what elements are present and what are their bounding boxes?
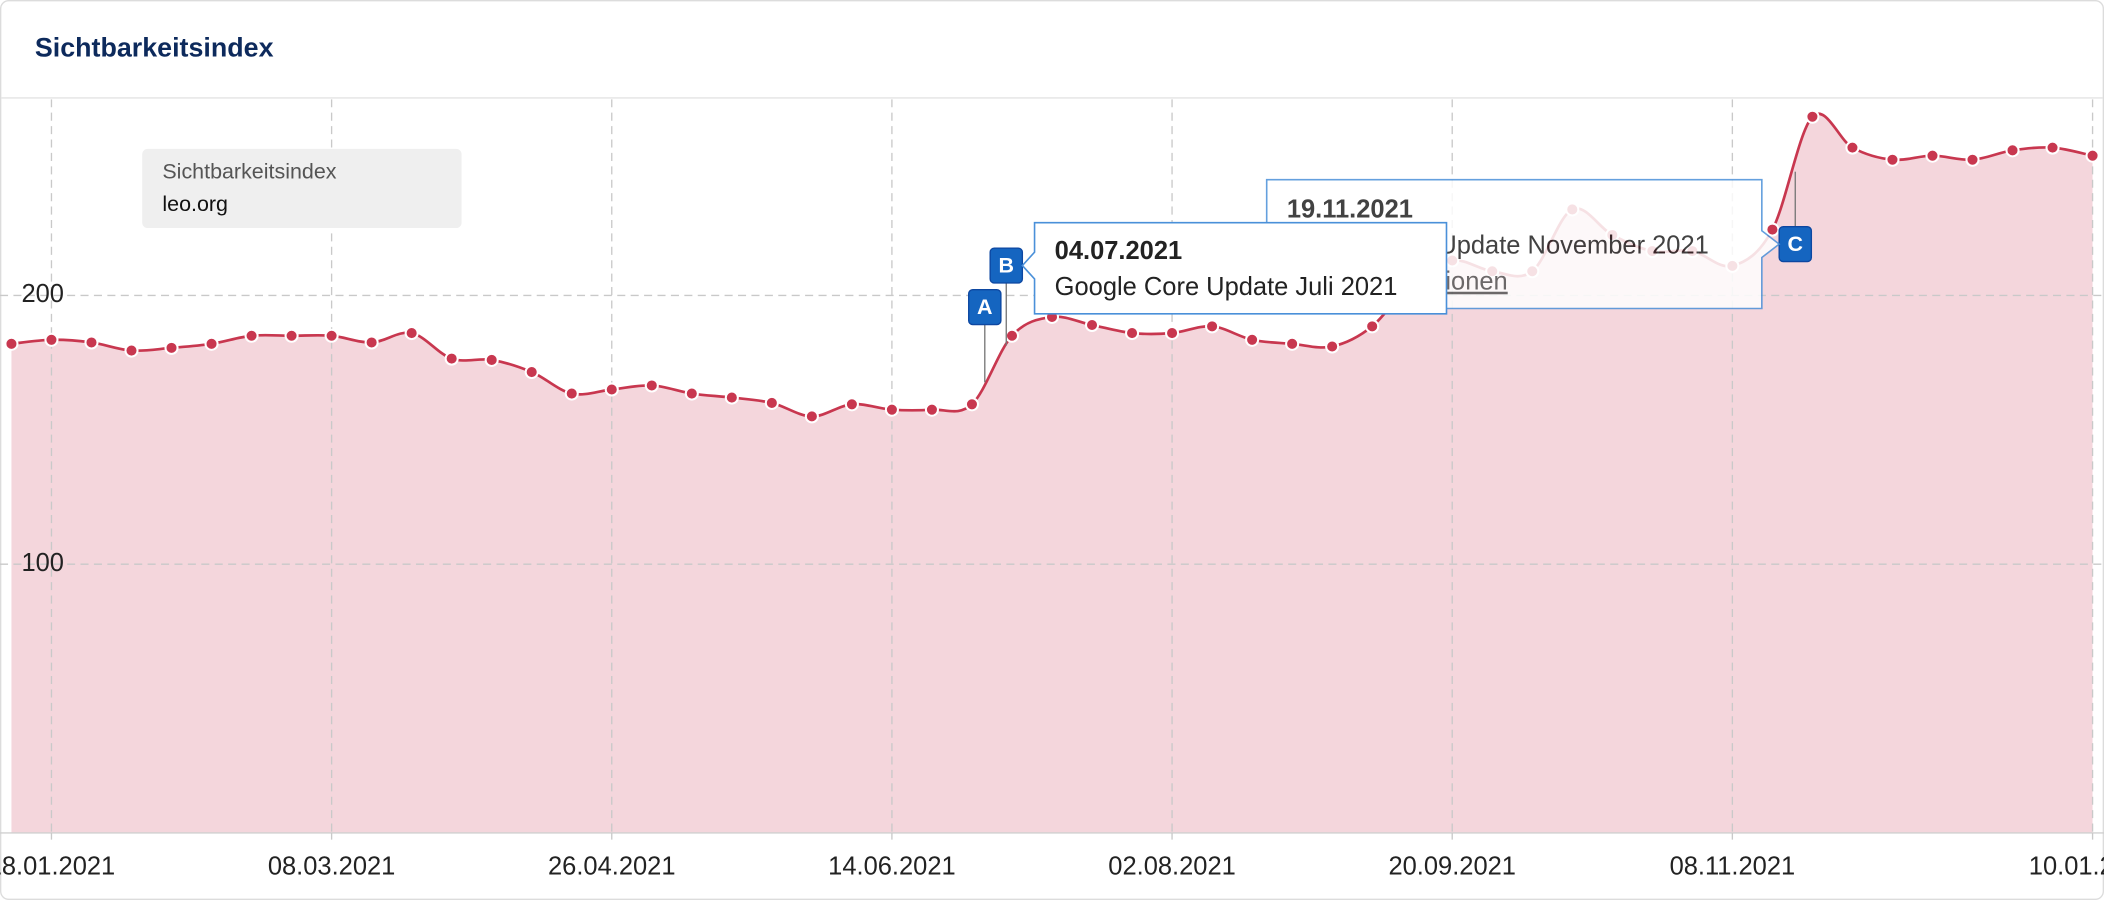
data-point <box>1805 109 1820 124</box>
data-point <box>764 395 779 410</box>
data-point <box>2045 140 2060 155</box>
data-point <box>644 378 659 393</box>
legend-title: Sichtbarkeitsindex <box>162 160 336 184</box>
x-tick-label: 02.08.2021 <box>1108 853 1235 881</box>
data-point <box>564 386 579 401</box>
x-tick-label: 08.11.2021 <box>1670 853 1796 881</box>
data-point <box>1124 326 1140 341</box>
data-point <box>1084 317 1100 333</box>
data-point <box>1245 332 1260 347</box>
x-tick-label: 10.01.2022 <box>2029 853 2104 881</box>
data-point <box>124 343 139 358</box>
annotation-marker[interactable] <box>968 289 1002 326</box>
data-point <box>1845 140 1860 155</box>
data-point <box>404 326 419 341</box>
y-tick-label: 200 <box>21 280 64 308</box>
x-tick-label: 14.06.2021 <box>828 853 955 881</box>
data-point <box>1925 148 1940 163</box>
data-point <box>164 340 179 355</box>
data-point <box>1965 152 1980 167</box>
data-point <box>44 332 59 347</box>
data-point <box>924 402 939 417</box>
data-point <box>284 328 299 343</box>
data-point <box>484 352 499 367</box>
annotation-label[interactable]: C <box>1788 232 1804 256</box>
data-point <box>1325 339 1340 354</box>
data-point <box>604 382 619 397</box>
annotation-label[interactable]: A <box>977 295 993 319</box>
data-point <box>2085 148 2100 163</box>
data-point <box>2005 143 2020 158</box>
data-point <box>1165 326 1180 341</box>
data-point <box>4 336 19 351</box>
data-point <box>964 397 980 412</box>
tooltip-date: 19.11.2021 <box>1287 195 1413 223</box>
legend-entry: leo.org <box>162 192 228 216</box>
x-tick-label: 26.04.2021 <box>548 853 675 881</box>
data-point <box>364 335 379 350</box>
tooltip-box <box>1021 221 1448 315</box>
x-tick-label: 20.09.2021 <box>1388 853 1515 881</box>
data-point <box>1765 222 1780 237</box>
data-point <box>444 351 459 366</box>
annotation-label[interactable]: B <box>999 254 1015 278</box>
data-point <box>1205 319 1220 334</box>
tooltip: 04.07.2021 Google Core Update Juli 2021 <box>1021 221 1448 315</box>
data-point <box>844 397 859 412</box>
data-point <box>524 364 539 380</box>
data-point <box>1004 328 1020 343</box>
data-point <box>1365 319 1380 334</box>
tooltip-text: Google Core Update Juli 2021 <box>1055 273 1398 301</box>
legend-box <box>142 148 462 229</box>
tooltip-date: 04.07.2021 <box>1055 237 1182 265</box>
data-point <box>804 409 819 424</box>
x-tick-label: 08.03.2021 <box>268 853 395 881</box>
y-tick-label: 100 <box>21 549 64 577</box>
x-axis: 18.01.2021 08.03.2021 26.04.2021 14.06.2021… <box>0 832 2104 881</box>
data-point <box>244 328 259 343</box>
data-point <box>724 390 739 405</box>
x-tick-label: 18.01.2021 <box>0 853 115 881</box>
card-title: Sichtbarkeitsindex <box>35 33 274 63</box>
data-point <box>1885 152 1900 167</box>
data-point <box>324 328 339 343</box>
overlay: Sichtbarkeitsindex leo.org AB C 19.11.2021… <box>142 148 1813 383</box>
data-point <box>884 402 899 417</box>
data-point <box>684 386 699 401</box>
data-point <box>1285 336 1300 351</box>
data-point <box>84 335 99 350</box>
data-point <box>204 336 219 351</box>
